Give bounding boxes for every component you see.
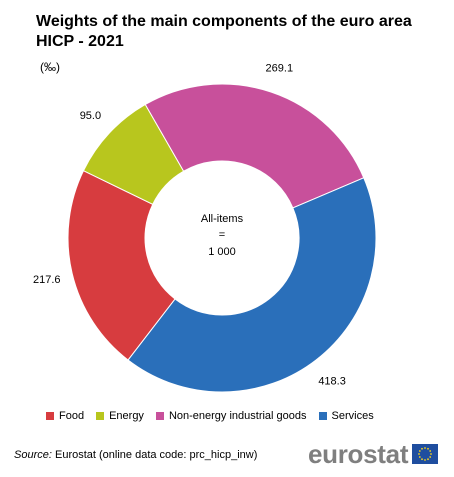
eu-flag-icon [412, 444, 439, 464]
unit-label: (‰) [40, 60, 60, 74]
eu-flag-star [421, 458, 424, 461]
eu-flag-star [429, 456, 432, 458]
chart-title: Weights of the main components of the eu… [36, 13, 412, 50]
eu-flag-star [421, 447, 424, 450]
legend-item-energy: Energy [96, 410, 144, 422]
slice-non-energy-goods [144, 83, 365, 209]
eu-flag-star [429, 450, 432, 452]
eu-flag-star [419, 450, 421, 452]
eu-flag-star [424, 447, 427, 449]
legend: Food Energy Non-energy industrial goods … [46, 410, 386, 422]
eu-flag-star [424, 459, 427, 461]
legend-label-non-energy-goods: Non-energy industrial goods [168, 410, 307, 422]
legend-swatch-energy [96, 412, 105, 420]
source-prefix: Source: [14, 449, 52, 461]
logo-wordmark: eurostat [308, 439, 409, 469]
data-label-services: 418.3 [318, 375, 346, 387]
center-label-line1: All-items [201, 213, 244, 225]
center-label-line3: 1 000 [208, 246, 236, 258]
source-text: Eurostat (online data code: prc_hicp_inw… [54, 449, 258, 461]
eu-flag-star [418, 453, 421, 455]
donut-chart: 217.6 95.0 269.1 418.3 All-items = 1 000 [33, 62, 377, 393]
slice-food [67, 170, 176, 361]
legend-swatch-food [46, 412, 54, 420]
legend-label-energy: Energy [109, 410, 144, 422]
legend-label-services: Services [331, 410, 374, 422]
eu-flag-star [419, 456, 421, 458]
legend-label-food: Food [59, 410, 85, 422]
legend-item-services: Services [318, 410, 374, 422]
legend-swatch-services [318, 412, 327, 420]
data-label-non-energy-goods: 269.1 [266, 62, 294, 74]
legend-item-non-energy-goods: Non-energy industrial goods [155, 410, 307, 422]
eu-flag-star [430, 453, 433, 455]
data-label-food: 217.6 [33, 274, 61, 286]
eu-flag-star [427, 458, 430, 461]
data-labels-group: 217.6 95.0 269.1 418.3 [33, 62, 346, 387]
slice-services [127, 177, 377, 393]
center-label-line2: = [219, 229, 225, 241]
eurostat-logo: eurostat [308, 439, 439, 469]
source-note: Source: Eurostat (online data code: prc_… [14, 449, 257, 461]
legend-item-food: Food [46, 410, 84, 422]
data-label-energy: 95.0 [80, 110, 101, 122]
eu-flag-star [427, 447, 430, 450]
slices-group [67, 83, 377, 393]
legend-swatch-non-energy-goods [155, 412, 164, 420]
